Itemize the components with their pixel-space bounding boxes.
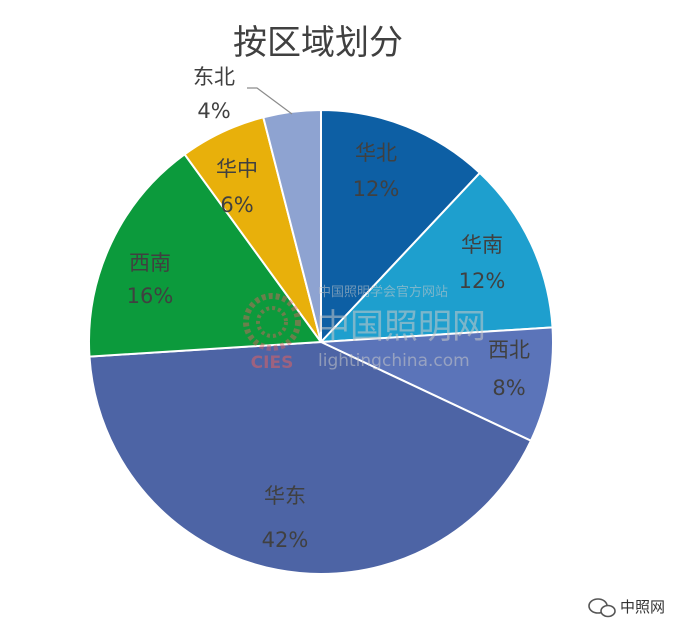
slice-value-label: 4% — [197, 99, 230, 123]
chart-title: 按区域划分 — [233, 23, 403, 63]
leader-line — [247, 87, 293, 115]
watermark-subtitle: 中国照明学会官方网站 — [318, 284, 448, 300]
pie-slice — [320, 108, 482, 345]
slice-category-label: 西南 — [129, 251, 171, 275]
pie-slice — [262, 108, 322, 343]
watermark: CIES 中国照明学会官方网站 中国照明网 lightingchina.com — [243, 284, 486, 373]
slice-value-label: 42% — [262, 528, 309, 552]
watermark-chinese: 中国照明网 — [316, 307, 486, 347]
pie-slice — [320, 326, 554, 443]
slice-value-label: 12% — [459, 269, 506, 293]
footer-brand: 中照网 — [588, 598, 665, 618]
pie-slice — [88, 152, 323, 358]
footer-brand-name: 中照网 — [620, 598, 665, 616]
wechat-icon — [588, 598, 616, 618]
slice-category-label: 华中 — [216, 157, 258, 181]
slice-value-label: 8% — [492, 376, 525, 400]
pie-slice — [318, 171, 554, 344]
watermark-english: lightingchina.com — [318, 351, 470, 371]
slice-labels: 华北 12% 华南 12% 西北 8% 华东 42% 西南 16% 华中 6% 东北 4% — [127, 65, 530, 552]
slice-value-label: 12% — [353, 177, 400, 201]
cies-logo-icon — [243, 293, 301, 351]
slice-value-label: 16% — [127, 284, 174, 308]
watermark-logo-text: CIES — [251, 353, 294, 373]
slice-category-label: 华南 — [461, 233, 503, 257]
slice-category-label: 华东 — [264, 484, 306, 508]
slice-value-label: 6% — [220, 193, 253, 217]
pie-slices — [88, 108, 554, 575]
slice-category-label: 东北 — [193, 65, 235, 89]
slice-category-label: 华北 — [355, 141, 397, 165]
slice-category-label: 西北 — [488, 338, 530, 362]
pie-slice — [88, 340, 533, 575]
